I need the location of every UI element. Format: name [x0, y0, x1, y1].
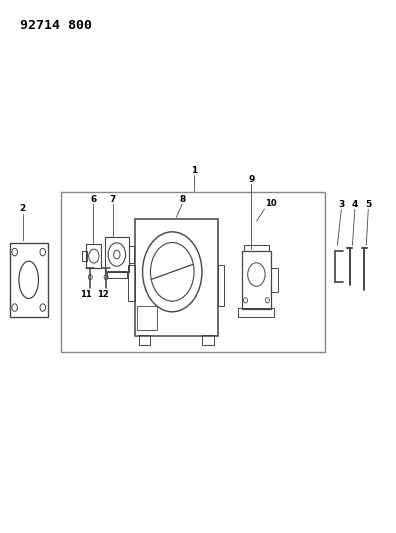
Bar	[10, 243, 48, 317]
Bar	[218, 265, 224, 306]
Bar	[82, 252, 87, 261]
Text: 9: 9	[248, 175, 255, 184]
Text: 1: 1	[191, 166, 197, 175]
Bar	[202, 335, 214, 345]
Bar	[128, 265, 135, 301]
Text: 10: 10	[265, 199, 277, 208]
Bar	[238, 308, 274, 317]
Text: 92714 800: 92714 800	[20, 19, 92, 31]
Bar	[139, 335, 150, 345]
Text: 2: 2	[19, 204, 26, 213]
Text: 11: 11	[80, 290, 92, 299]
Bar	[107, 271, 127, 278]
Bar	[86, 244, 101, 268]
Text: 3: 3	[338, 200, 345, 209]
Text: 7: 7	[110, 195, 116, 204]
Bar	[135, 219, 218, 336]
Text: 12: 12	[97, 290, 109, 299]
Text: 5: 5	[365, 200, 371, 209]
Bar	[242, 251, 271, 309]
Bar	[137, 306, 158, 330]
Text: 8: 8	[179, 195, 185, 204]
Bar	[105, 237, 129, 272]
Bar	[271, 268, 278, 292]
Text: 6: 6	[90, 195, 97, 204]
Bar	[129, 246, 134, 263]
Bar	[61, 192, 325, 352]
Text: 4: 4	[352, 200, 358, 209]
